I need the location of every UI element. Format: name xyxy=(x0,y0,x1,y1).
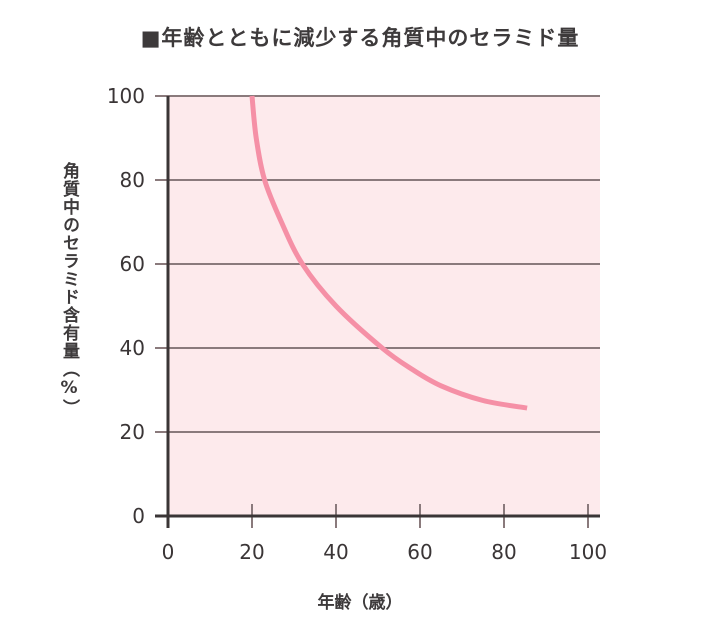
x-tick-label: 40 xyxy=(323,540,348,564)
y-tick-label: 60 xyxy=(120,252,145,276)
x-tick-label: 0 xyxy=(162,540,175,564)
x-tick-label: 60 xyxy=(407,540,432,564)
x-axis-label: 年齢（歳） xyxy=(317,593,403,613)
plot-background xyxy=(168,96,600,516)
y-tick-label: 100 xyxy=(107,84,145,108)
y-axis-label: 角質中のセラミド含有量（%） xyxy=(59,162,79,417)
y-tick-label: 20 xyxy=(120,420,145,444)
y-tick-label: 80 xyxy=(120,168,145,192)
tick-labels: 0 20 40 60 80 100 0 20 40 60 80 100 xyxy=(107,84,607,564)
chart-title: ■年齢とともに減少する角質中のセラミド量 xyxy=(140,26,580,50)
gridlines xyxy=(155,95,600,433)
x-tick-label: 20 xyxy=(239,540,264,564)
ceramide-curve xyxy=(249,95,528,411)
x-tick-label: 80 xyxy=(491,540,516,564)
x-tick-label: 100 xyxy=(569,540,607,564)
y-tick-label: 0 xyxy=(132,504,145,528)
y-tick-label: 40 xyxy=(120,336,145,360)
axes xyxy=(155,96,600,528)
